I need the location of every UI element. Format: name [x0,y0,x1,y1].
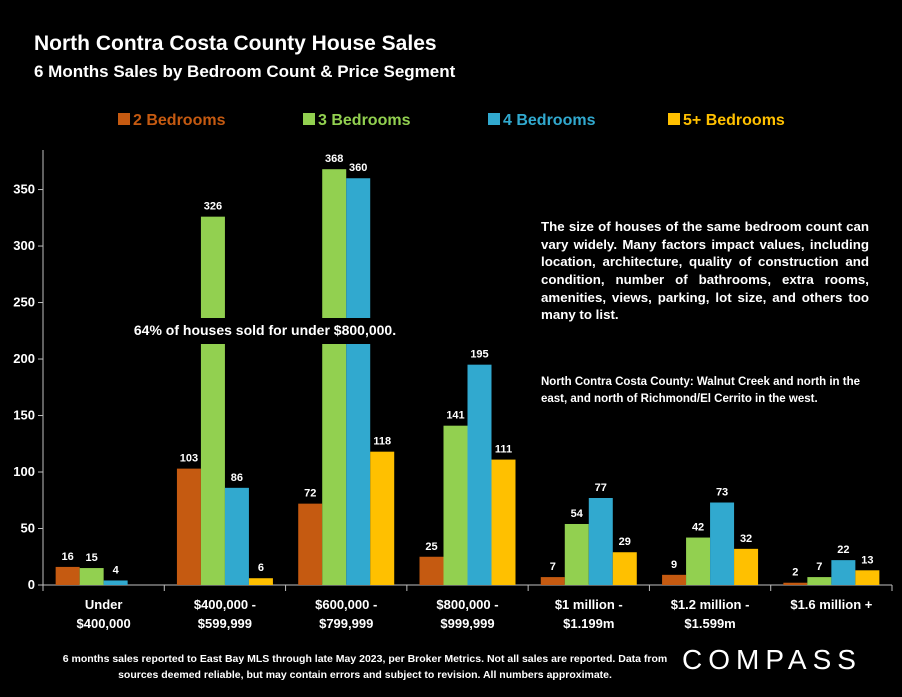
data-label: 54 [571,508,584,520]
data-label: 29 [619,536,631,548]
bar [200,216,225,585]
bar [176,468,201,585]
legend-label-2: 3 Bedrooms [318,112,411,129]
x-category-label: $1.599m [684,616,735,631]
y-tick-label: 350 [13,182,35,197]
bar [467,364,492,585]
bar [783,582,808,585]
data-label: 73 [716,487,728,499]
data-label: 368 [325,153,343,165]
legend-swatch-3 [488,113,500,125]
data-label: 111 [495,444,512,456]
bar [710,502,735,585]
y-tick-label: 100 [13,464,35,479]
data-label: 15 [86,552,98,564]
bar [662,574,687,585]
bar [443,425,468,585]
bar [807,577,832,585]
bar [346,178,371,585]
bar [734,548,759,585]
x-category-label: $599,999 [198,616,252,631]
x-category-label: $1 million - [555,597,623,612]
data-label: 9 [671,559,677,571]
bar [79,568,104,585]
x-category-label: Under [85,597,123,612]
legend-label-1: 2 Bedrooms [133,112,226,129]
data-label: 195 [470,349,488,361]
bar [248,578,273,585]
y-tick-label: 150 [13,408,35,423]
x-category-label: $600,000 - [315,597,377,612]
bar [588,498,613,585]
x-category-label: $400,000 [77,616,131,631]
compass-logo: COMPASS [682,644,862,675]
region-note: North Contra Costa County: Walnut Creek … [541,376,861,405]
x-category-label: $800,000 - [436,597,498,612]
data-label: 360 [349,162,367,174]
data-label: 42 [692,522,704,534]
bar [612,552,637,585]
bar [419,556,444,585]
bar [103,580,128,585]
page-subtitle: 6 Months Sales by Bedroom Count & Price … [34,62,456,81]
data-label: 13 [861,554,873,566]
y-tick-label: 300 [13,238,35,253]
legend-swatch-1 [118,113,130,125]
data-label: 326 [204,201,222,213]
data-label: 141 [446,410,464,422]
data-label: 86 [231,472,243,484]
y-tick-label: 0 [28,577,35,592]
data-label: 16 [62,551,74,563]
legend-label-3: 4 Bedrooms [503,112,596,129]
bar [855,570,880,585]
bar [55,566,80,585]
x-category-label: $400,000 - [194,597,256,612]
data-label: 25 [425,541,437,553]
bar [224,487,249,585]
share-annotation: 64% of houses sold for under $800,000. [133,322,397,338]
legend-swatch-4 [668,113,680,125]
data-label: 2 [792,567,798,579]
data-label: 7 [550,561,556,573]
x-category-label: $999,999 [440,616,494,631]
data-label: 6 [258,562,264,574]
legend-label-4: 5+ Bedrooms [683,112,785,129]
bar [564,523,589,585]
y-tick-label: 250 [13,295,35,310]
x-category-label: $1.6 million + [790,597,872,612]
y-tick-label: 50 [21,521,35,536]
data-label: 77 [595,482,607,494]
y-tick-label: 200 [13,351,35,366]
bar [686,537,711,585]
source-footnote: 6 months sales reported to East Bay MLS … [62,653,668,681]
x-category-label: $1.2 million - [671,597,750,612]
bar [831,560,856,585]
data-label: 72 [304,488,316,500]
data-label: 118 [373,436,391,448]
annotation-backdrop [118,318,414,344]
bar [298,503,323,585]
data-label: 7 [816,561,822,573]
x-category-label: $1.199m [563,616,614,631]
x-category-label: $799,999 [319,616,373,631]
bar [540,577,565,585]
size-note: The size of houses of the same bedroom c… [541,219,869,323]
data-label: 4 [113,564,120,576]
data-label: 32 [740,533,752,545]
bar [370,451,395,585]
bar [322,169,347,585]
bar [491,459,516,585]
legend-swatch-2 [303,113,315,125]
data-label: 103 [180,453,198,465]
page-title: North Contra Costa County House Sales [34,32,437,55]
data-label: 22 [837,544,849,556]
